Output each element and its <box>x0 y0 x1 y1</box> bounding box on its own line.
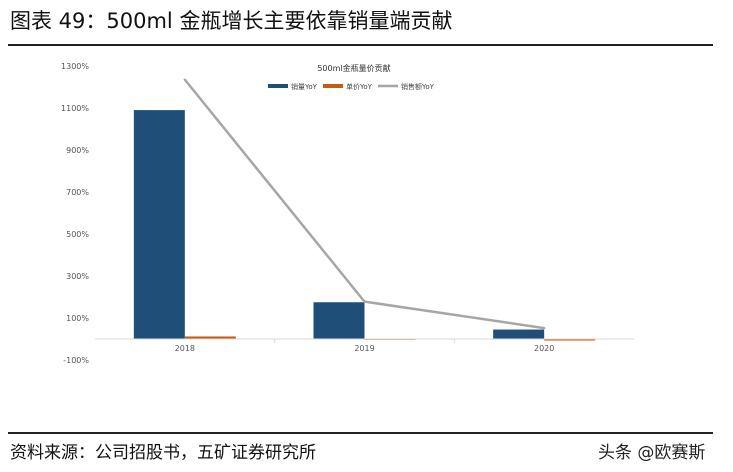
x-tick-label: 2019 <box>354 344 374 353</box>
source-rule <box>8 432 713 434</box>
legend: 销量YoY 单价YoY 销售额YoY <box>268 82 435 91</box>
watermark: 头条 @欧赛斯 <box>598 443 706 463</box>
y-tick-label: 700% <box>66 188 89 197</box>
figure-title: 图表 49：500ml 金瓶增长主要依靠销量端贡献 <box>10 9 453 33</box>
x-axis: 2018 2019 2020 <box>95 338 634 353</box>
y-tick-label: 1300% <box>61 62 89 71</box>
bar-单价YoY-2018 <box>184 336 236 339</box>
x-tick-label: 2018 <box>175 344 195 353</box>
legend-label: 销售额YoY <box>401 82 435 91</box>
bar-销量YoY-2018 <box>133 110 185 339</box>
point-销售额YoY-2018 <box>183 78 187 81</box>
y-axis: -100% 100% 300% 500% 700% 900% 1100% 1300% <box>61 62 89 365</box>
y-tick-label: -100% <box>63 356 89 365</box>
point-销售额YoY-2020 <box>542 326 546 330</box>
y-tick-label: 500% <box>66 230 89 239</box>
source-note: 资料来源：公司招股书，五矿证券研究所 <box>10 443 316 463</box>
y-tick-label: 300% <box>66 272 89 281</box>
y-tick-label: 1100% <box>61 104 89 113</box>
y-tick-label: 900% <box>66 146 89 155</box>
x-tick-label: 2020 <box>534 344 554 353</box>
lines <box>183 78 546 330</box>
line-销售额YoY <box>183 78 545 330</box>
point-销售额YoY-2019 <box>363 300 366 303</box>
bar-销量YoY-2020 <box>493 329 545 339</box>
chart-area: 500ml金瓶量价贡献 销量YoY 单价YoY 销售额YoY -100% 100% 30… <box>61 62 634 365</box>
title-rule <box>8 44 713 46</box>
y-tick-label: 100% <box>66 314 89 323</box>
bars <box>133 110 596 341</box>
chart-title: 500ml金瓶量价贡献 <box>317 63 390 73</box>
bar-单价YoY-2020 <box>544 339 596 341</box>
legend-label: 销量YoY <box>291 82 318 91</box>
legend-label: 单价YoY <box>346 82 373 91</box>
bar-销量YoY-2019 <box>313 302 365 339</box>
